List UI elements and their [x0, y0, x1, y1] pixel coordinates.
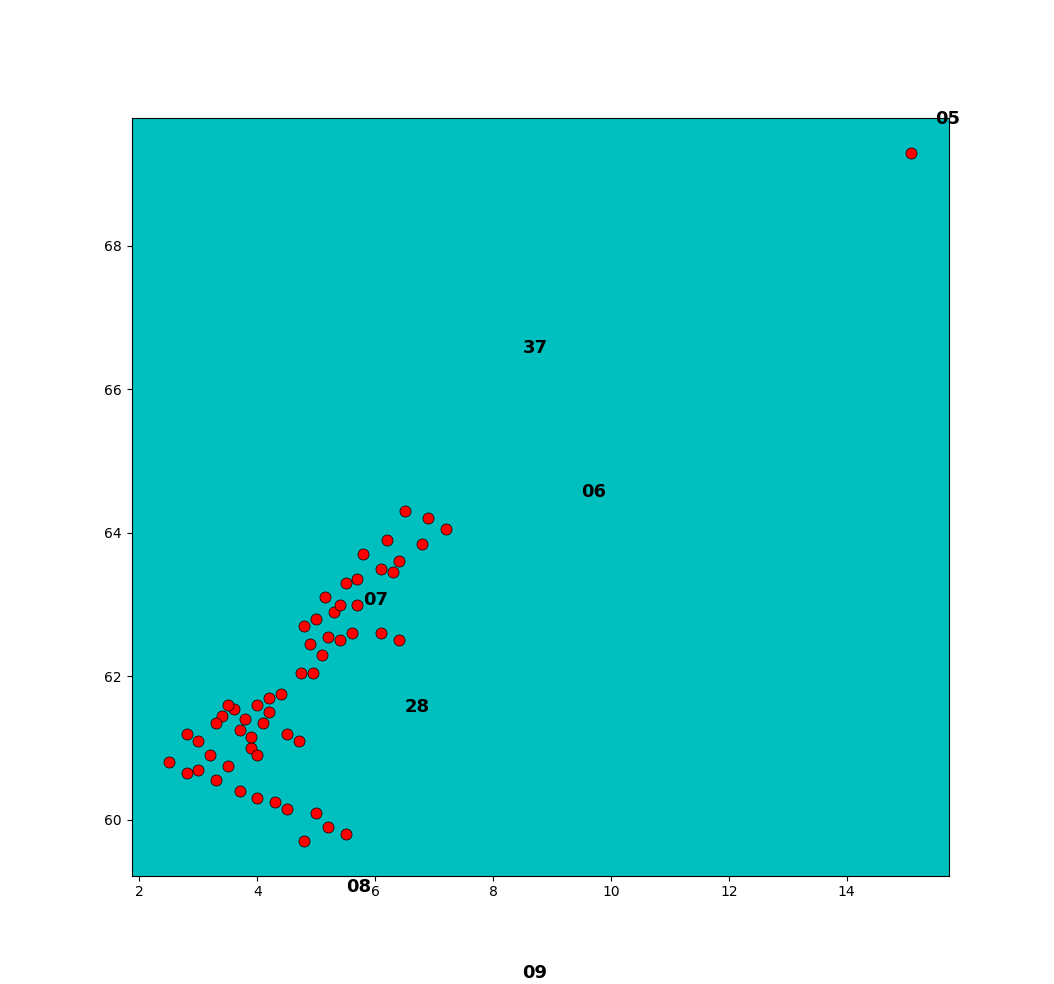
- Text: 06: 06: [582, 483, 606, 501]
- Text: 09: 09: [523, 963, 547, 982]
- Text: 37: 37: [523, 339, 547, 357]
- Text: 28: 28: [405, 699, 430, 716]
- Text: 05: 05: [935, 110, 960, 128]
- Text: 08: 08: [346, 878, 371, 895]
- Text: 07: 07: [364, 590, 388, 608]
